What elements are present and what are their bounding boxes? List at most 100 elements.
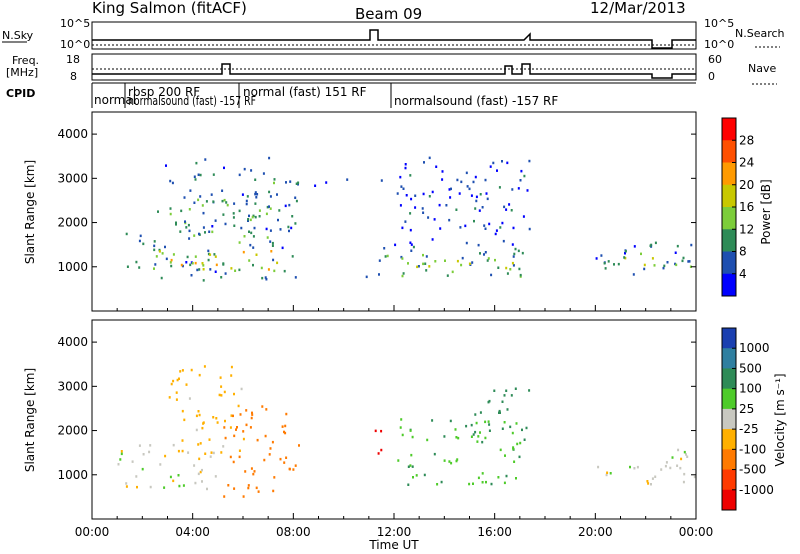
heatmap-cell [260,266,263,270]
heatmap-cell [206,487,208,491]
colorbar-swatch [722,469,736,491]
title-center: Beam 09 [355,5,422,23]
heatmap-cell [273,178,276,181]
heatmap-cell [475,199,478,203]
heatmap-cell [472,180,475,184]
heatmap-cell [484,251,487,254]
heatmap-cell [449,419,452,423]
heatmap-cell [169,212,172,216]
heatmap-cell [422,253,424,257]
heatmap-cell [506,161,509,165]
heatmap-cell [220,276,223,279]
colorbar-tick-label: 100 [739,382,762,396]
colorbar-swatch [722,162,736,186]
power-panel-frame [91,111,697,312]
heatmap-cell [498,186,501,189]
heatmap-cell [474,207,477,210]
heatmap-cell [450,187,452,191]
heatmap-cell [232,414,234,418]
title-left: King Salmon (fitACF) [92,0,247,17]
heatmap-cell [175,221,177,224]
heatmap-cell [258,215,261,218]
heatmap-cell [164,454,167,458]
heatmap-cell [441,178,444,181]
heatmap-cell [139,234,142,238]
heatmap-cell [238,455,241,459]
heatmap-cell [488,423,491,426]
heatmap-cell [483,253,485,256]
heatmap-cell [197,472,200,476]
colorbar-tick-label: 25 [739,402,754,416]
heatmap-cell [220,385,223,388]
heatmap-cell [232,460,235,464]
heatmap-cell [465,241,468,245]
heatmap-cell [690,243,693,247]
heatmap-cell [285,456,288,459]
heatmap-cell [510,394,513,397]
heatmap-cell [450,461,453,465]
freq-series [92,63,696,79]
heatmap-cell [486,197,489,201]
heatmap-cell [519,179,522,182]
heatmap-cell [624,256,627,260]
heatmap-cell [422,262,425,266]
heatmap-cell [505,389,508,392]
heatmap-cell [528,389,531,392]
heatmap-cell [503,421,506,424]
heatmap-cell [216,421,219,424]
heatmap-cell [221,189,224,192]
heatmap-cell [414,194,417,197]
heatmap-cell [624,250,627,253]
heatmap-cell [251,411,253,415]
heatmap-cell [505,266,508,270]
heatmap-cell [435,165,438,168]
heatmap-cell [278,209,281,212]
heatmap-cell [689,265,692,268]
heatmap-cell [194,178,197,181]
heatmap-cell [157,210,159,213]
heatmap-cell [230,365,233,369]
heatmap-cell [474,175,477,179]
colorbar-tick-label: 24 [739,156,754,170]
heatmap-cell [194,481,197,485]
heatmap-cell [185,226,188,229]
heatmap-cell [291,215,294,218]
heatmap-cell [455,436,458,439]
heatmap-cell [281,246,284,250]
freq-tick-top: 18 [66,53,80,66]
heatmap-cell [203,365,206,368]
heatmap-cell [460,180,463,184]
heatmap-cell [188,229,191,233]
heatmap-cell [222,213,225,216]
heatmap-cell [474,413,477,416]
colorbar-tick-label: -25 [739,422,759,436]
heatmap-cell [223,198,226,202]
heatmap-cell [651,257,654,260]
heatmap-cell [257,490,260,493]
heatmap-cell [208,230,211,233]
y-tick-label: 2000 [57,216,88,230]
heatmap-cell [481,440,484,444]
heatmap-cell [479,431,481,434]
colorbar-swatch [722,388,736,410]
heatmap-cell [285,181,287,184]
heatmap-cell [651,477,654,480]
cpid-segment-5: normalsound (fast) -157 RF [394,94,558,108]
heatmap-cell [675,263,678,267]
heatmap-cell [606,471,609,474]
heatmap-cell [252,214,255,218]
heatmap-cell [153,244,156,248]
heatmap-cell [182,484,185,487]
colorbar-tick-label: 12 [739,222,754,236]
heatmap-cell [189,189,192,192]
y-tick-label: 1000 [57,468,88,482]
heatmap-cell [265,408,268,411]
heatmap-cell [476,440,479,443]
power-heatmap-marks [125,156,693,282]
heatmap-cell [528,227,531,231]
heatmap-cell [252,472,255,476]
heatmap-cell [433,218,436,221]
heatmap-cell [486,259,489,262]
heatmap-cell [214,270,217,273]
heatmap-cell [175,391,178,394]
